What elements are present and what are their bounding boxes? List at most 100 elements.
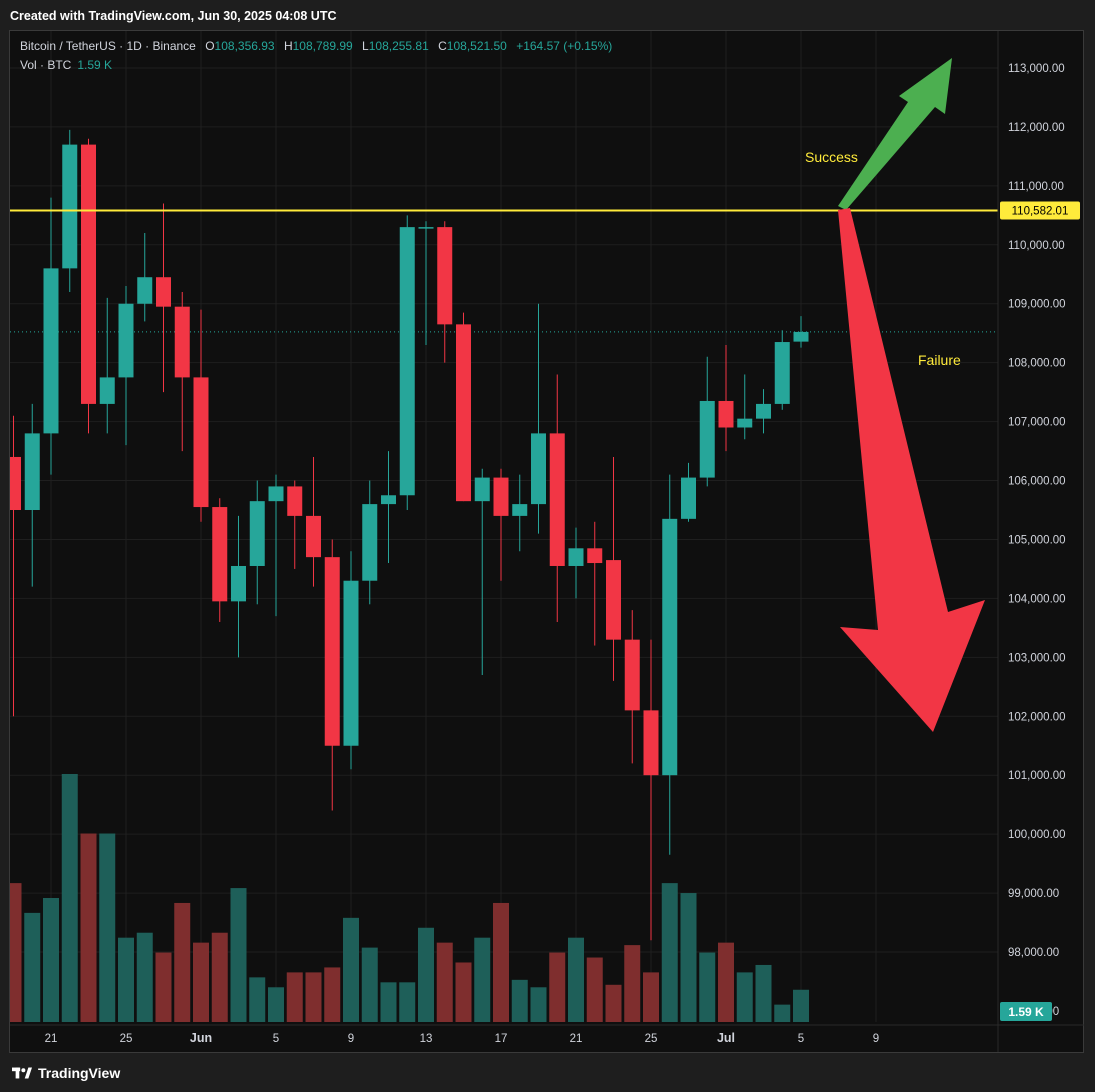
candle bbox=[24, 403, 40, 587]
candle-body bbox=[493, 477, 509, 516]
plot-area: Success Failure bbox=[10, 58, 998, 1022]
candle bbox=[268, 474, 284, 617]
symbol-title[interactable]: Bitcoin / TetherUS · 1D · Binance bbox=[20, 39, 196, 53]
time-tick-label: 9 bbox=[873, 1033, 879, 1045]
candle bbox=[137, 233, 153, 322]
candle bbox=[324, 539, 340, 811]
candle-body bbox=[118, 303, 134, 378]
failure-arrow bbox=[838, 208, 985, 732]
candle bbox=[531, 303, 546, 534]
volume-bar bbox=[511, 979, 528, 1022]
volume-bar bbox=[643, 972, 659, 1022]
volume-bar bbox=[118, 937, 134, 1022]
change-value: +164.57 (+0.15%) bbox=[516, 39, 613, 53]
candle-body bbox=[137, 277, 153, 304]
price-tick-label: 113,000.00 bbox=[1008, 63, 1065, 75]
open-value: 108,356.93 bbox=[214, 39, 275, 53]
volume-bar bbox=[474, 937, 491, 1022]
candle bbox=[118, 286, 134, 446]
volume-bar bbox=[418, 927, 434, 1022]
time-tick-label: 17 bbox=[495, 1033, 508, 1045]
level-tag-text: 110,582.01 bbox=[1012, 206, 1069, 218]
candle bbox=[474, 468, 490, 676]
level-tag-bg bbox=[1000, 201, 1080, 220]
candle-body bbox=[249, 501, 265, 566]
success-label: Success bbox=[805, 149, 858, 165]
candle-body bbox=[756, 403, 771, 419]
candle-body bbox=[343, 580, 359, 746]
candle bbox=[699, 356, 715, 487]
price-tick-label: 107,000.00 bbox=[1008, 417, 1066, 429]
candle-body bbox=[474, 477, 490, 502]
price-tick-label: 112,000.00 bbox=[1008, 122, 1065, 134]
volume-bar bbox=[399, 982, 416, 1022]
time-tick-label: Jun bbox=[190, 1031, 212, 1045]
candle bbox=[681, 462, 696, 522]
volume-label[interactable]: Vol · BTC bbox=[20, 58, 72, 72]
time-axis: 21 25 Jun 5 9 13 17 21 25 Jul 5 9 bbox=[45, 1031, 880, 1045]
volume-bar bbox=[455, 962, 472, 1022]
candle bbox=[756, 389, 771, 434]
footer bbox=[0, 1058, 1095, 1092]
volume-bar bbox=[211, 932, 228, 1022]
volume-bar bbox=[361, 947, 378, 1022]
price-tick-label: 100,000.00 bbox=[1008, 829, 1066, 841]
tradingview-logo[interactable]: TradingView bbox=[12, 1065, 120, 1081]
volume-tag-bg bbox=[1000, 1002, 1052, 1021]
candle bbox=[549, 374, 565, 622]
volume-value: 1.59 K bbox=[77, 58, 113, 72]
volume-bar bbox=[680, 893, 697, 1022]
volume-bar bbox=[436, 942, 453, 1022]
volume-bar bbox=[586, 957, 603, 1022]
candle bbox=[399, 215, 415, 510]
candle bbox=[81, 138, 96, 434]
price-tick-label: 108,000.00 bbox=[1008, 358, 1066, 370]
candle bbox=[793, 316, 809, 348]
candle-body bbox=[174, 306, 190, 378]
time-tick-label: 9 bbox=[348, 1033, 354, 1045]
candle-body bbox=[212, 507, 228, 602]
volume-bar bbox=[605, 984, 622, 1022]
volume-bar bbox=[493, 902, 509, 1022]
volume-bar bbox=[10, 883, 22, 1022]
volume-bar bbox=[268, 987, 284, 1022]
symbol-legend: Bitcoin / TetherUS · 1D · Binance O108,3… bbox=[20, 39, 612, 53]
volume-bar bbox=[324, 967, 341, 1022]
candle-body bbox=[624, 639, 640, 711]
candle-body bbox=[10, 456, 21, 510]
candle-body bbox=[268, 486, 284, 502]
close-value: 108,521.50 bbox=[446, 39, 507, 53]
candle bbox=[624, 610, 640, 764]
volume-bar bbox=[230, 888, 247, 1022]
high-label: H bbox=[283, 39, 293, 53]
candle-body bbox=[362, 504, 378, 581]
candle bbox=[606, 456, 621, 681]
volume-bar bbox=[549, 952, 566, 1022]
candle bbox=[287, 480, 303, 569]
candle bbox=[381, 451, 396, 564]
candle-body bbox=[549, 433, 565, 566]
volume-bar bbox=[61, 774, 78, 1022]
candle-body bbox=[437, 227, 453, 325]
volume-legend: Vol · BTC 1.59 K bbox=[20, 58, 112, 72]
candle-body bbox=[99, 377, 115, 404]
volume-bar bbox=[736, 972, 753, 1022]
failure-label: Failure bbox=[918, 352, 961, 368]
price-tick-label: 109,000.00 bbox=[1008, 299, 1066, 311]
price-axis: 98,000.00 99,000.00 100,000.00 101,000.00 10… bbox=[1000, 63, 1080, 1021]
time-tick-label: 13 bbox=[420, 1033, 433, 1045]
grid-lines bbox=[10, 31, 998, 1022]
volume-tag: 1.59 K bbox=[1000, 1002, 1052, 1021]
level-price-tag: 110,582.01 bbox=[1000, 201, 1080, 220]
candle-body bbox=[381, 495, 396, 505]
volume-bar bbox=[699, 952, 716, 1022]
candle bbox=[718, 344, 734, 452]
volume-bar bbox=[305, 972, 322, 1022]
volume-bar bbox=[568, 937, 584, 1022]
high-value: 108,789.99 bbox=[292, 39, 353, 53]
candle bbox=[231, 515, 246, 658]
candle-body bbox=[193, 377, 209, 508]
volume-bar bbox=[249, 977, 266, 1022]
success-arrow bbox=[838, 58, 952, 210]
